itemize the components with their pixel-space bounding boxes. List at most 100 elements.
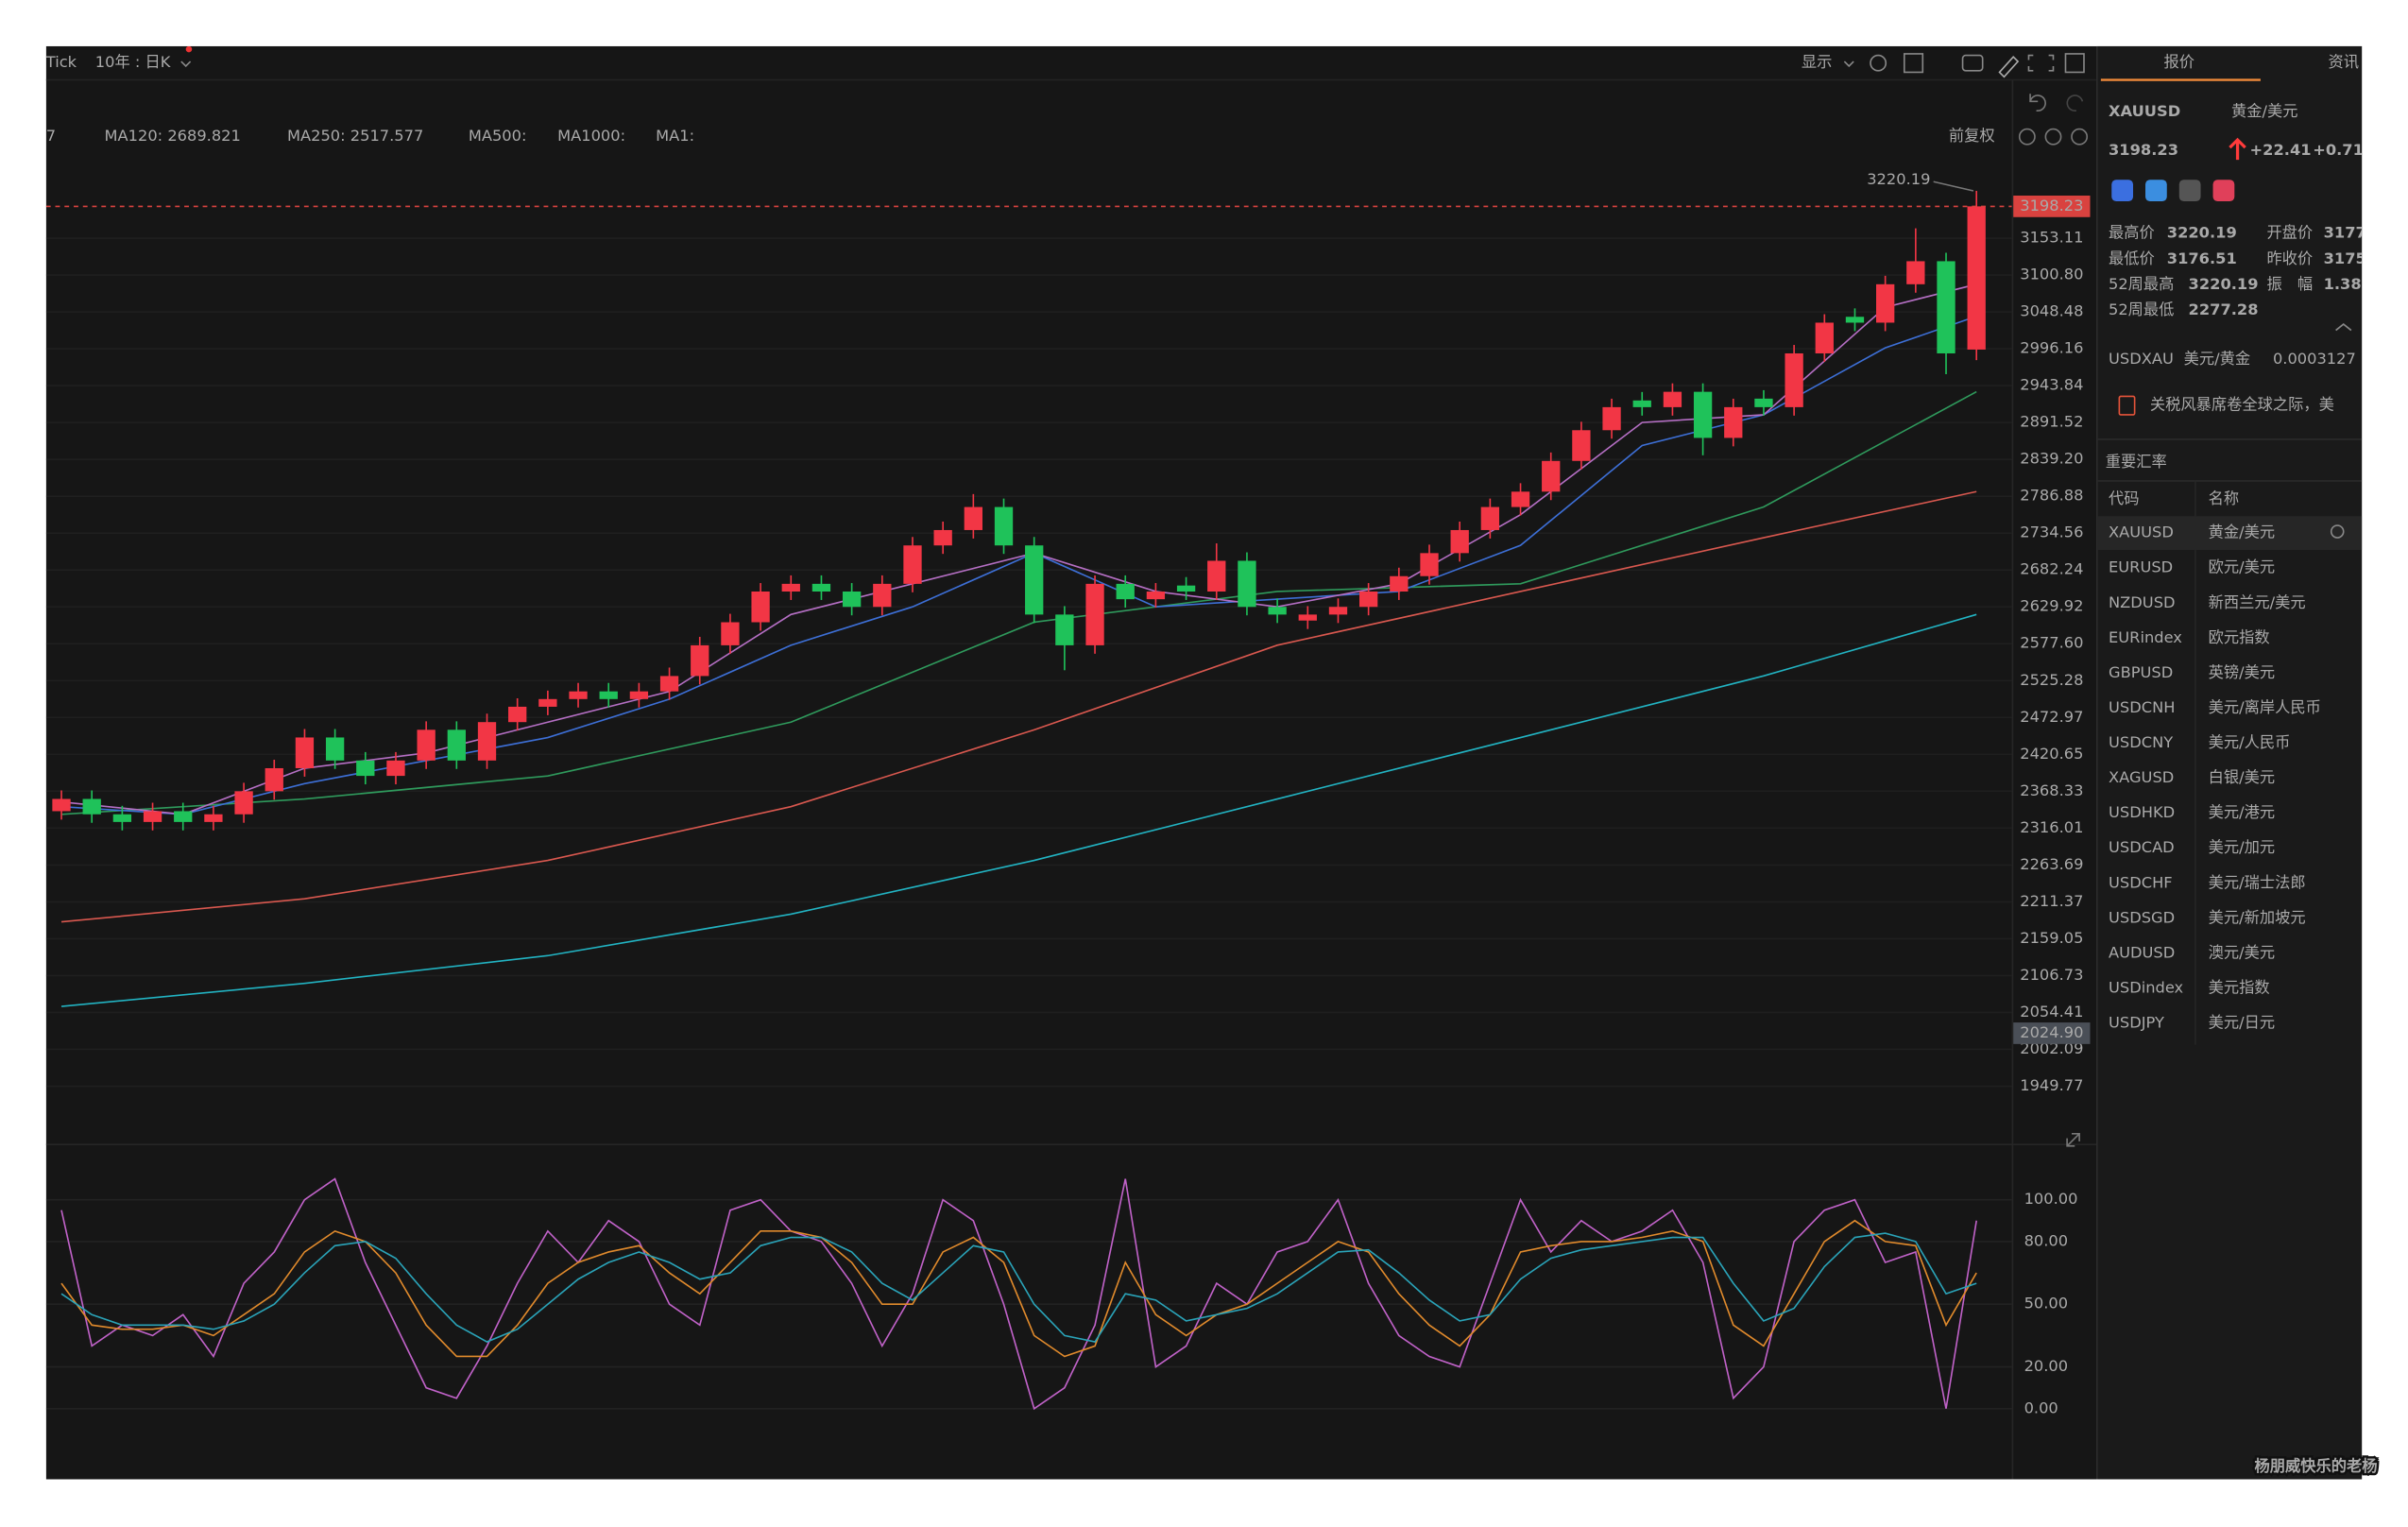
y-tick-label: 2525.28 [2020,671,2083,689]
candle-body [1176,585,1196,592]
y-tick-label: 2159.05 [2020,929,2083,947]
y-tick-label: 2682.24 [2020,560,2083,578]
row-code: USDCNY [2109,733,2173,751]
redo-icon[interactable] [2066,94,2084,112]
row-name: 美元/新加坡元 [2209,908,2306,926]
row-code: USDJPY [2109,1014,2164,1032]
period-select[interactable]: 10年 : 日K [95,53,171,71]
y-tick-label: 2786.88 [2020,487,2083,505]
row-name: 欧元指数 [2209,628,2270,646]
y-tick-label: 2734.56 [2020,523,2083,541]
chevron-icon [180,60,192,68]
quote-tab[interactable]: 报价 [2164,53,2195,71]
expand-icon[interactable] [2066,1132,2080,1147]
candle-body [1146,591,1166,600]
adjust-toggle[interactable]: 前复权 [1949,127,1995,145]
row-name: 欧元/美元 [2209,558,2275,576]
price-marker-label: 3198.23 [2020,197,2083,214]
row-name: 新西兰元/美元 [2209,593,2306,611]
row-name: 美元/港元 [2209,803,2275,821]
y-tick-label: 2629.92 [2020,597,2083,615]
row-code: USDCNH [2109,698,2175,716]
row-code: USDSGD [2109,908,2175,926]
note-icon[interactable] [2178,180,2201,202]
candle-body [1906,261,1925,284]
row-code: AUDUSD [2109,943,2175,961]
tag-icon[interactable] [2145,180,2167,202]
news-icon [2118,395,2136,416]
candle-body [143,811,162,822]
candle-body [964,506,982,530]
candle-body [417,729,435,761]
row-name: 美元/离岸人民币 [2209,698,2321,716]
globe-icon[interactable] [2111,180,2134,202]
row-name: 美元/日元 [2209,1014,2275,1032]
reset-icon[interactable] [2018,128,2036,146]
candle-body [1542,460,1561,492]
y-tick-label: 2106.73 [2020,966,2083,984]
column-header: 名称 [2209,489,2240,507]
stat-label: 振 幅 [2266,275,2313,293]
zoom-in-icon[interactable] [2071,128,2089,146]
candle-body [1572,430,1591,461]
candle-body [1845,317,1865,323]
interval-tab[interactable]: Tick [45,53,77,71]
draw-icon[interactable] [1998,56,2020,78]
candle-body [933,529,952,546]
settings-icon[interactable] [1870,54,1887,72]
favorite-icon[interactable] [2212,180,2235,202]
candle-body [1055,614,1074,645]
moving-average-line [60,613,1977,1007]
panel-icon[interactable] [2064,53,2085,74]
legend-item: MA250: 2517.577 [287,127,423,145]
quote-panel: 报价 资讯 XAUUSD 黄金/美元 3198.23 +22.41 +0.71 … [2097,53,2363,1045]
zoom-out-icon[interactable] [2044,128,2062,146]
news-tab[interactable]: 资讯 [2328,53,2359,71]
row-name: 美元/加元 [2209,838,2275,856]
price-marker [2013,1022,2091,1044]
row-name: 澳元/美元 [2209,943,2275,961]
inverse-code: USDXAU [2109,350,2174,368]
collapse-icon[interactable] [2335,323,2352,332]
candle-body [1724,406,1743,438]
y-tick-label: 2316.01 [2020,818,2083,836]
indicator-line [60,1177,1977,1411]
row-code: EURindex [2109,628,2182,646]
display-menu[interactable]: 显示 [1802,53,1833,71]
fullscreen-icon[interactable] [2027,54,2055,72]
candle-body [1450,529,1469,554]
candle-body [1328,607,1348,615]
candle-body [1754,398,1773,407]
undo-icon[interactable] [2029,94,2046,112]
layout-icon[interactable] [1903,53,1924,74]
candle-body [1511,491,1530,507]
legend-item: MA1000: [557,127,625,145]
candle-body [1298,614,1317,621]
candle-body [447,729,466,761]
stat-label: 最高价 [2109,224,2155,242]
app-window: Tick 10年 : 日K 显示 前复权 7 MA120: 2689.821 MA2… [45,45,2363,1480]
column-header: 代码 [2109,489,2140,507]
price-axis: 3153.11 3100.80 3048.48 2996.16 2943.84 2891.… [2013,196,2091,1094]
stat-value: 3220.19 [2189,275,2259,293]
camera-icon[interactable] [1961,54,1984,72]
y-tick-label: 2891.52 [2020,413,2083,431]
news-headline[interactable]: 关税风暴席卷全球之际，美 [2150,396,2334,414]
candle-body [1025,545,1044,615]
y-tick-label: 50.00 [2024,1295,2069,1313]
stat-label: 最低价 [2109,249,2155,267]
legend-item: 7 [46,127,56,145]
eye-icon [2330,524,2345,539]
row-code: XAGUSD [2109,768,2174,786]
row-name: 美元/人民币 [2209,733,2291,751]
y-tick-label: 2577.60 [2020,634,2083,652]
stat-label: 52周最高 [2109,275,2174,293]
y-tick-label: 3153.11 [2020,229,2083,247]
inverse-value: 0.0003127 [2273,350,2356,368]
y-tick-label: 2839.20 [2020,450,2083,468]
stat-value: 3176.51 [2167,249,2237,267]
candle-body [599,691,618,699]
price-chart [45,191,2012,1088]
candle-body [811,583,831,592]
y-tick-label: 1949.77 [2020,1076,2083,1094]
